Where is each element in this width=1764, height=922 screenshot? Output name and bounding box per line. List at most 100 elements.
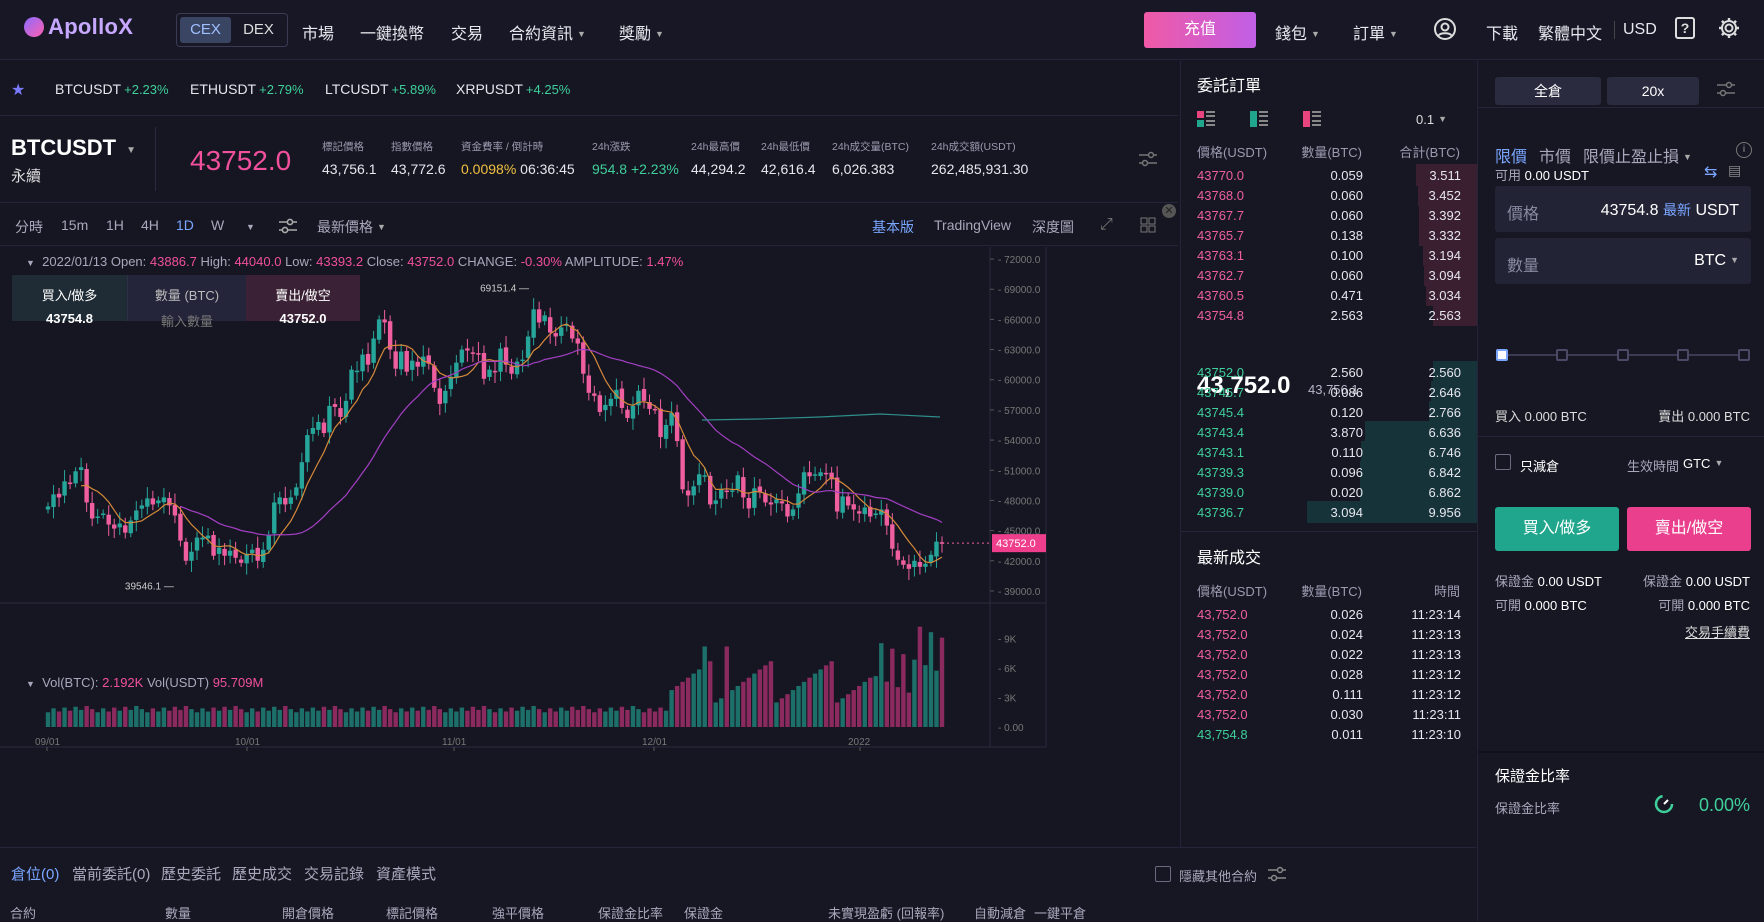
bid-row[interactable]: 43752.0 2.560 2.560	[1181, 361, 1477, 383]
quick-buy-button[interactable]: 買入/做多 43754.8	[12, 275, 128, 326]
transfer-icon[interactable]: ⇆	[1704, 164, 1718, 181]
interval-1d[interactable]: 1D	[176, 217, 194, 233]
interval-4h[interactable]: 4H	[141, 217, 159, 233]
ask-row[interactable]: 43768.0 0.060 3.452	[1181, 184, 1477, 206]
interval-time[interactable]: 分時	[15, 219, 43, 235]
quick-qty-input[interactable]: 數量 (BTC) 輸入數量	[128, 275, 246, 329]
interval-week[interactable]: W	[211, 217, 225, 233]
tab-open-orders[interactable]: 當前委託(0)	[72, 866, 151, 883]
nav-download[interactable]: 下載	[1486, 26, 1519, 43]
slider-handle[interactable]	[1496, 349, 1508, 361]
nav-markets[interactable]: 市場	[302, 26, 335, 43]
bid-row[interactable]: 43745.4 0.120 2.766	[1181, 401, 1477, 423]
language-select[interactable]: 繁體中文	[1538, 26, 1603, 43]
ask-row[interactable]: 43763.1 0.100 3.194	[1181, 244, 1477, 266]
trade-row[interactable]: 43,752.0 0.028 11:23:12	[1181, 663, 1477, 685]
tab-limit[interactable]: 限價	[1495, 149, 1528, 166]
ticker-btcusdt[interactable]: BTCUSDT +2.23%	[55, 81, 169, 97]
latest-price-link[interactable]: 最新	[1662, 202, 1691, 218]
trade-row[interactable]: 43,752.0 0.111 11:23:12	[1181, 683, 1477, 705]
more-intervals-icon[interactable]: ▼	[246, 222, 255, 232]
tab-stop-limit[interactable]: 限價止盈止損 ▼	[1583, 143, 1692, 167]
ask-row[interactable]: 43760.5 0.471 3.034	[1181, 284, 1477, 306]
ask-row[interactable]: 43767.7 0.060 3.392	[1181, 204, 1477, 226]
price-chart[interactable]: - 72000.0 - 69000.0 - 66000.0 - 63000.0 - 60…	[0, 247, 1178, 847]
trade-row[interactable]: 43,752.0 0.022 11:23:13	[1181, 643, 1477, 665]
deposit-button[interactable]: 充值	[1144, 12, 1256, 48]
bid-row[interactable]: 43743.1 0.110 6.746	[1181, 441, 1477, 463]
bid-row[interactable]: 43739.3 0.096 6.842	[1181, 461, 1477, 483]
indicator-settings-icon[interactable]	[278, 218, 298, 237]
tab-order-history[interactable]: 歷史委託	[161, 866, 222, 883]
cex-tab[interactable]: CEX	[180, 17, 231, 43]
calculator-settings-icon[interactable]	[1716, 81, 1736, 100]
nav-rewards[interactable]: 獎勵 ▼	[619, 20, 664, 44]
bid-row[interactable]: 43739.0 0.020 6.862	[1181, 481, 1477, 503]
tab-positions[interactable]: 倉位(0)	[11, 866, 60, 883]
currency-select[interactable]: USD	[1614, 21, 1657, 39]
slider-mark[interactable]	[1677, 349, 1689, 361]
nav-orders[interactable]: 訂單 ▼	[1353, 20, 1398, 44]
trade-row[interactable]: 43,752.0 0.026 11:23:14	[1181, 603, 1477, 625]
dex-tab[interactable]: DEX	[243, 21, 274, 38]
logo[interactable]: ApolloX	[24, 14, 133, 40]
collapse-icon[interactable]: ▼	[26, 679, 35, 689]
quick-sell-button[interactable]: 賣出/做空 43752.0	[246, 275, 360, 326]
buy-long-button[interactable]: 買入/做多	[1495, 507, 1619, 551]
interval-15m[interactable]: 15m	[61, 217, 89, 233]
view-depth[interactable]: 深度圖	[1032, 219, 1074, 235]
fee-link[interactable]: 交易手續費	[1684, 625, 1750, 640]
collapse-icon[interactable]: ▼	[26, 258, 35, 268]
filter-settings-icon[interactable]	[1267, 866, 1287, 885]
settings-gear-icon[interactable]	[1716, 16, 1742, 42]
margin-mode-button[interactable]: 全倉	[1495, 77, 1601, 105]
user-icon[interactable]	[1432, 16, 1458, 42]
tif-select[interactable]: GTC ▼	[1683, 456, 1723, 471]
ask-row[interactable]: 43762.7 0.060 3.094	[1181, 264, 1477, 286]
ticker-xrpusdt[interactable]: XRPUSDT +4.25%	[456, 81, 570, 97]
star-icon[interactable]: ★	[11, 82, 26, 99]
nav-wallet[interactable]: 錢包 ▼	[1275, 20, 1320, 44]
info-icon[interactable]: i	[1736, 142, 1752, 158]
ticker-ltcusdt[interactable]: LTCUSDT +5.89%	[325, 81, 436, 97]
layout-grid-icon[interactable]	[1140, 217, 1156, 236]
nav-trade[interactable]: 交易	[451, 26, 484, 43]
trade-row[interactable]: 43,754.8 0.011 11:23:10	[1181, 723, 1477, 745]
fullscreen-icon[interactable]: ⤢	[1100, 216, 1113, 233]
book-precision-select[interactable]: 0.1 ▼	[1416, 112, 1447, 127]
sell-short-button[interactable]: 賣出/做空	[1627, 507, 1751, 551]
slider-mark[interactable]	[1556, 349, 1568, 361]
trade-row[interactable]: 43,752.0 0.024 11:23:13	[1181, 623, 1477, 645]
price-input[interactable]: 價格 43754.8 最新 USDT	[1495, 186, 1751, 232]
close-icon[interactable]: ✕	[1162, 204, 1176, 218]
tab-market[interactable]: 市價	[1539, 149, 1572, 166]
ticker-ethusdt[interactable]: ETHUSDT +2.79%	[190, 81, 304, 97]
filter-settings-icon[interactable]	[1138, 150, 1158, 171]
tab-transaction-log[interactable]: 交易記錄	[304, 866, 365, 883]
nav-convert[interactable]: 一鍵換幣	[360, 26, 425, 43]
hide-other-checkbox[interactable]	[1155, 866, 1171, 882]
symbol-selector[interactable]: BTCUSDT ▼	[11, 135, 136, 161]
book-mode-both-icon[interactable]	[1197, 111, 1215, 130]
tab-trade-history[interactable]: 歷史成交	[232, 866, 293, 883]
calculator-icon[interactable]: ▤	[1728, 162, 1742, 178]
ask-row[interactable]: 43754.8 2.563 2.563	[1181, 304, 1477, 326]
reduce-only-checkbox[interactable]	[1495, 454, 1511, 470]
trade-row[interactable]: 43,752.0 0.030 11:23:11	[1181, 703, 1477, 725]
book-mode-bids-icon[interactable]	[1250, 111, 1268, 130]
book-mode-asks-icon[interactable]	[1303, 111, 1321, 130]
ask-row[interactable]: 43765.7 0.138 3.332	[1181, 224, 1477, 246]
quantity-slider[interactable]	[1496, 349, 1750, 361]
quantity-unit-select[interactable]: BTC ▼	[1694, 252, 1739, 270]
bid-row[interactable]: 43745.7 0.086 2.646	[1181, 381, 1477, 403]
price-type-select[interactable]: 最新價格 ▼	[317, 217, 386, 237]
bid-row[interactable]: 43736.7 3.094 9.956	[1181, 501, 1477, 523]
view-tradingview[interactable]: TradingView	[934, 217, 1012, 233]
interval-1h[interactable]: 1H	[106, 217, 124, 233]
slider-mark[interactable]	[1738, 349, 1750, 361]
tab-asset-mode[interactable]: 資產模式	[376, 866, 437, 883]
bid-row[interactable]: 43743.4 3.870 6.636	[1181, 421, 1477, 443]
nav-contract-info[interactable]: 合約資訊 ▼	[509, 20, 586, 44]
help-icon[interactable]: ?	[1672, 16, 1698, 42]
slider-mark[interactable]	[1617, 349, 1629, 361]
